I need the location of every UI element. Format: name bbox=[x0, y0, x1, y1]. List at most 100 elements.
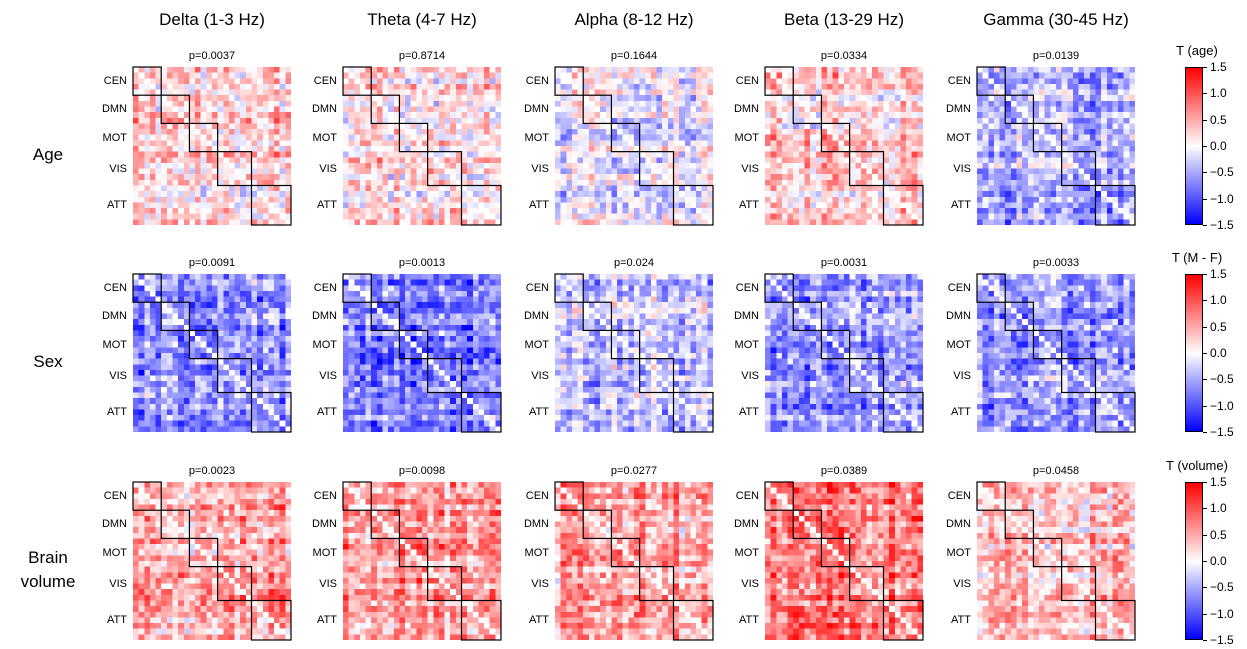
network-label-att: ATT bbox=[739, 406, 759, 419]
network-block-att bbox=[1094, 391, 1136, 433]
network-block-mot bbox=[398, 537, 429, 568]
heatmap-cells bbox=[977, 274, 1135, 432]
heatmap-panel bbox=[132, 481, 292, 641]
colorbar-tick-label: −1.5 bbox=[1210, 633, 1234, 647]
heatmap-cells bbox=[133, 274, 291, 432]
row-label-1: Age bbox=[33, 143, 63, 167]
heatmap-panel bbox=[132, 273, 292, 433]
colorbar-tick-mark bbox=[1203, 93, 1207, 95]
network-block-att bbox=[672, 599, 714, 641]
network-label-dmn: DMN bbox=[945, 310, 971, 323]
network-label-mot: MOT bbox=[946, 131, 971, 144]
p-value-label: p=0.0389 bbox=[820, 465, 868, 477]
network-label-dmn: DMN bbox=[945, 518, 971, 531]
network-label-att: ATT bbox=[317, 199, 337, 212]
network-block-mot bbox=[1032, 537, 1063, 568]
colorbar-tick-label: −1.5 bbox=[1210, 218, 1234, 232]
colorbar-tick-mark bbox=[1203, 587, 1207, 589]
colorbar-tick-label: −1.0 bbox=[1210, 606, 1234, 621]
network-label-cen: CEN bbox=[103, 75, 127, 88]
heatmap-panel bbox=[554, 66, 714, 226]
network-block-vis bbox=[427, 151, 463, 187]
network-blocks bbox=[342, 66, 502, 226]
heatmap-cells bbox=[555, 67, 713, 225]
heatmap-panel bbox=[342, 66, 502, 226]
network-block-att bbox=[1094, 184, 1136, 226]
network-block-dmn bbox=[1004, 301, 1035, 332]
network-block-mot bbox=[398, 122, 429, 153]
network-block-att bbox=[672, 391, 714, 433]
network-label-att: ATT bbox=[951, 406, 971, 419]
network-block-cen bbox=[132, 66, 162, 96]
colorbar-tick-label: −1.0 bbox=[1210, 398, 1234, 413]
network-block-att bbox=[672, 184, 714, 226]
network-block-mot bbox=[820, 537, 851, 568]
p-value-label: p=0.0037 bbox=[188, 50, 236, 62]
network-label-mot: MOT bbox=[102, 338, 127, 351]
network-block-cen bbox=[342, 273, 372, 303]
colorbar-tick-label: −1.0 bbox=[1210, 191, 1234, 206]
colorbar-tick-mark bbox=[1203, 119, 1207, 121]
colorbar-title: T (age) bbox=[1176, 43, 1218, 58]
network-block-att bbox=[460, 391, 502, 433]
heatmap-panel bbox=[764, 481, 924, 641]
network-label-att: ATT bbox=[739, 614, 759, 627]
colorbar bbox=[1185, 274, 1203, 432]
network-label-att: ATT bbox=[951, 614, 971, 627]
network-label-att: ATT bbox=[529, 406, 549, 419]
network-label-dmn: DMN bbox=[945, 103, 971, 116]
colorbar-tick-mark bbox=[1203, 225, 1207, 226]
heatmap-cells bbox=[765, 274, 923, 432]
network-label-vis: VIS bbox=[109, 162, 127, 175]
network-block-att bbox=[460, 184, 502, 226]
colorbar-tick-mark bbox=[1203, 379, 1207, 381]
network-block-vis bbox=[217, 358, 253, 394]
colorbar-tick-label: 0.5 bbox=[1210, 527, 1227, 542]
p-value-label: p=0.0033 bbox=[1032, 257, 1080, 269]
colorbar-tick-label: 1.5 bbox=[1210, 60, 1227, 74]
network-block-vis bbox=[639, 358, 675, 394]
colorbar-title: T (volume) bbox=[1166, 458, 1228, 473]
network-block-vis bbox=[427, 566, 463, 602]
band-title-5: Gamma (30-45 Hz) bbox=[983, 10, 1129, 29]
network-block-cen bbox=[554, 273, 584, 303]
network-block-att bbox=[460, 599, 502, 641]
heatmap-panel bbox=[976, 273, 1136, 433]
network-blocks bbox=[764, 66, 924, 226]
network-blocks bbox=[976, 273, 1136, 433]
network-blocks bbox=[132, 273, 292, 433]
network-block-mot bbox=[398, 329, 429, 360]
network-label-vis: VIS bbox=[319, 369, 337, 382]
network-label-mot: MOT bbox=[524, 131, 549, 144]
colorbar-tick-label: 0.0 bbox=[1210, 554, 1227, 568]
colorbar-tick-label: 1.0 bbox=[1210, 501, 1227, 516]
p-value-label: p=0.8714 bbox=[398, 50, 446, 62]
heatmap-cells bbox=[133, 67, 291, 225]
network-blocks bbox=[764, 481, 924, 641]
network-label-vis: VIS bbox=[531, 369, 549, 382]
p-value-label: p=0.1644 bbox=[610, 50, 658, 62]
network-label-dmn: DMN bbox=[523, 103, 549, 116]
network-label-dmn: DMN bbox=[733, 518, 759, 531]
colorbar-tick-mark bbox=[1203, 172, 1207, 174]
network-label-cen: CEN bbox=[525, 490, 549, 503]
heatmap-panel bbox=[764, 273, 924, 433]
colorbar bbox=[1185, 67, 1203, 225]
heatmap-cells bbox=[765, 67, 923, 225]
band-title-2: Theta (4-7 Hz) bbox=[367, 10, 477, 29]
network-block-cen bbox=[764, 273, 794, 303]
network-block-att bbox=[250, 599, 292, 641]
colorbar-tick-mark bbox=[1203, 146, 1207, 147]
network-label-mot: MOT bbox=[524, 546, 549, 559]
network-label-att: ATT bbox=[107, 406, 127, 419]
network-block-dmn bbox=[792, 301, 823, 332]
network-label-mot: MOT bbox=[102, 546, 127, 559]
network-label-mot: MOT bbox=[734, 546, 759, 559]
network-block-vis bbox=[639, 151, 675, 187]
network-label-att: ATT bbox=[739, 199, 759, 212]
row-label-line: Sex bbox=[33, 352, 63, 371]
colorbar-tick-mark bbox=[1203, 198, 1207, 200]
network-label-att: ATT bbox=[951, 199, 971, 212]
network-label-att: ATT bbox=[529, 199, 549, 212]
heatmap-cells bbox=[765, 482, 923, 640]
